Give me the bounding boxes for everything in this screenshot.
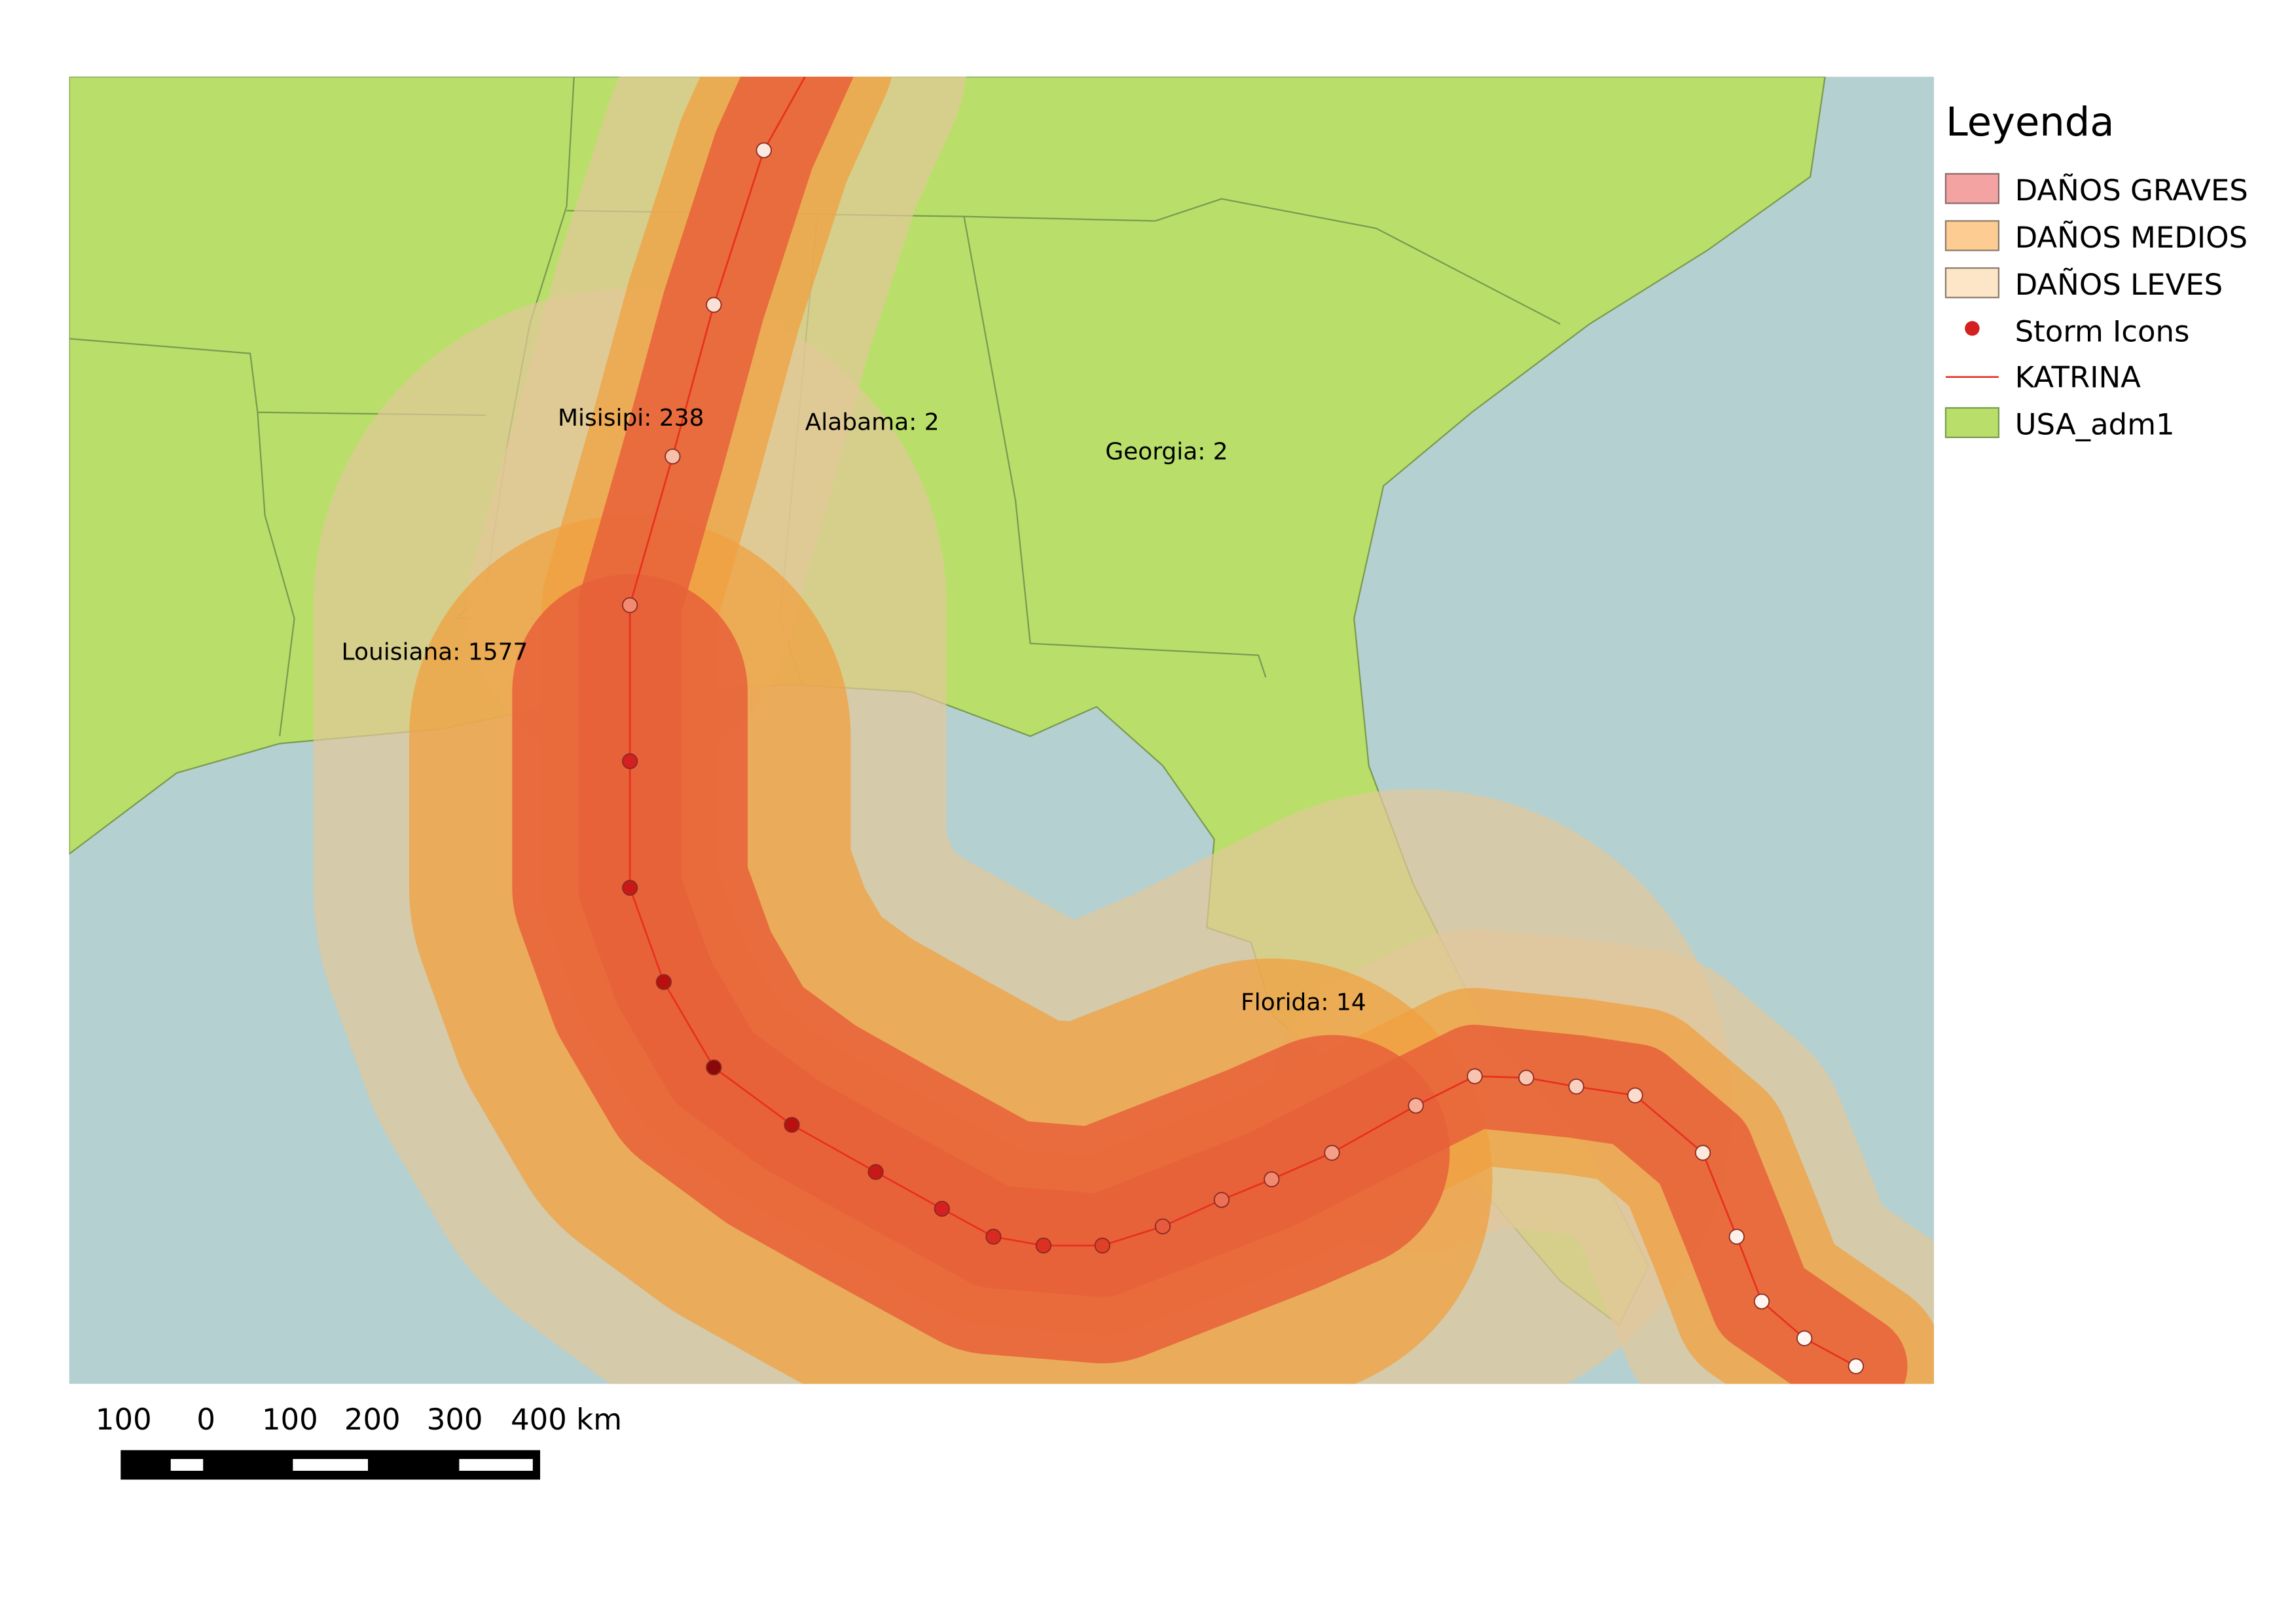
scale-label: 300 — [427, 1402, 483, 1437]
border — [1155, 198, 1561, 325]
border — [69, 338, 486, 737]
legend-label: DAÑOS LEVES — [2015, 267, 2223, 302]
map — [69, 77, 1934, 1384]
legend-label: DAÑOS MEDIOS — [2015, 220, 2248, 255]
storm-icon — [706, 1059, 722, 1076]
scale-label: 200 — [344, 1402, 401, 1437]
legend-label: Storm Icons — [2015, 314, 2190, 349]
legend-box — [1933, 77, 2296, 449]
scale-bar-segment — [170, 1459, 204, 1471]
storm-icon — [622, 753, 638, 769]
storm-icon — [934, 1200, 950, 1217]
legend-swatch — [1944, 220, 2000, 251]
scale-bar: 100 0 100 200 300 400 km — [96, 1402, 622, 1480]
legend-title: Leyenda — [1946, 100, 2115, 145]
legend-label: DAÑOS GRAVES — [2015, 173, 2248, 208]
scale-label: 100 — [262, 1402, 318, 1437]
scale-bar-segment — [459, 1459, 533, 1471]
storm-icon — [1753, 1293, 1770, 1310]
storm-icon — [1728, 1228, 1745, 1245]
scale-label: 0 — [196, 1402, 215, 1437]
legend-swatch — [1944, 173, 2000, 204]
legend-label: KATRINA — [2015, 360, 2141, 394]
state-label: Louisiana: 1577 — [342, 638, 528, 665]
storm-icon — [784, 1116, 800, 1133]
storm-icon — [1094, 1237, 1110, 1254]
scale-bar-segment — [293, 1459, 369, 1471]
state-labels: Misisipi: 238 Alabama: 2 Georgia: 2 Loui… — [342, 405, 1366, 1016]
storm-icon — [756, 142, 772, 158]
storm-icon — [622, 879, 638, 896]
storm-icon — [1627, 1087, 1643, 1103]
state-label: Georgia: 2 — [1105, 439, 1228, 466]
storm-icon — [1264, 1171, 1280, 1188]
storm-icon — [1694, 1145, 1711, 1161]
legend-swatch — [1944, 267, 2000, 299]
legend-label: USA_adm1 — [2015, 407, 2175, 441]
storm-icon — [1848, 1358, 1864, 1375]
storm-icon — [867, 1164, 884, 1180]
state-label: Alabama: 2 — [805, 409, 939, 436]
storm-icon — [1213, 1192, 1230, 1208]
storm-icon — [655, 974, 672, 990]
storm-icon — [1408, 1098, 1424, 1114]
storm-icon — [1154, 1218, 1171, 1234]
legend-swatch — [1944, 407, 2000, 438]
storm-icon — [1324, 1145, 1340, 1161]
scale-label: 400 km — [511, 1402, 622, 1437]
storm-icon — [706, 297, 722, 313]
scale-label: 100 — [96, 1402, 152, 1437]
state-label: Misisipi: 238 — [558, 405, 704, 432]
storm-icon — [1035, 1237, 1052, 1254]
storm-icon — [1518, 1069, 1535, 1086]
storm-icon — [1467, 1068, 1483, 1084]
legend-swatch — [1965, 321, 1980, 336]
storm-icon — [1568, 1079, 1584, 1095]
storm-icon — [665, 448, 681, 465]
storm-icon — [1796, 1330, 1813, 1346]
storm-icons — [622, 142, 1864, 1375]
storm-icon — [985, 1228, 1002, 1245]
state-label: Florida: 14 — [1241, 989, 1366, 1016]
legend: Leyenda DAÑOS GRAVES DAÑOS MEDIOS DAÑOS … — [1933, 77, 2296, 449]
storm-icon — [622, 597, 638, 614]
